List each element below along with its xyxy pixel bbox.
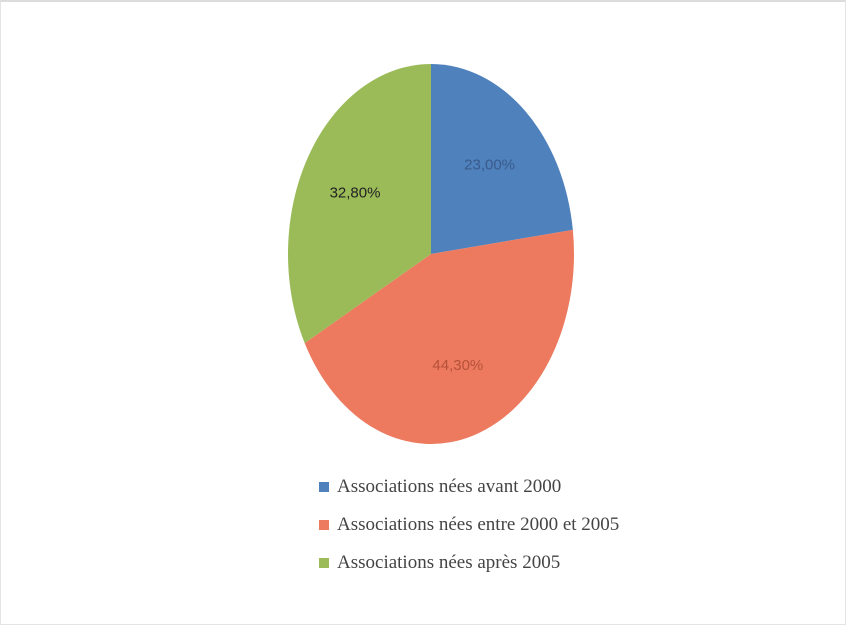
- data-label-before-2000: 23,00%: [464, 157, 515, 174]
- legend-label-before-2000: Associations nées avant 2000: [337, 476, 562, 497]
- legend-item-before-2000: Associations nées avant 2000: [319, 472, 561, 502]
- legend-label-2000-2005: Associations nées entre 2000 et 2005: [337, 514, 620, 535]
- legend-swatch-2000-2005: [319, 520, 329, 530]
- pie-slice-before-2000: [431, 64, 573, 254]
- pie-labels: 23,00% 44,30% 32,80%: [330, 157, 515, 375]
- legend-swatch-after-2005: [319, 558, 329, 568]
- pie-slice-after-2005: [288, 64, 431, 344]
- pie-slices: [288, 64, 574, 445]
- legend-label-after-2005: Associations nées après 2005: [337, 552, 561, 573]
- legend-item-2000-2005: Associations nées entre 2000 et 2005: [319, 510, 619, 540]
- legend-item-after-2005: Associations nées après 2005: [319, 548, 560, 578]
- data-label-2000-2005: 44,30%: [432, 357, 483, 374]
- data-label-after-2005: 32,80%: [330, 184, 381, 201]
- legend-swatch-before-2000: [319, 482, 329, 492]
- pie-slice-2000-2005: [304, 229, 574, 445]
